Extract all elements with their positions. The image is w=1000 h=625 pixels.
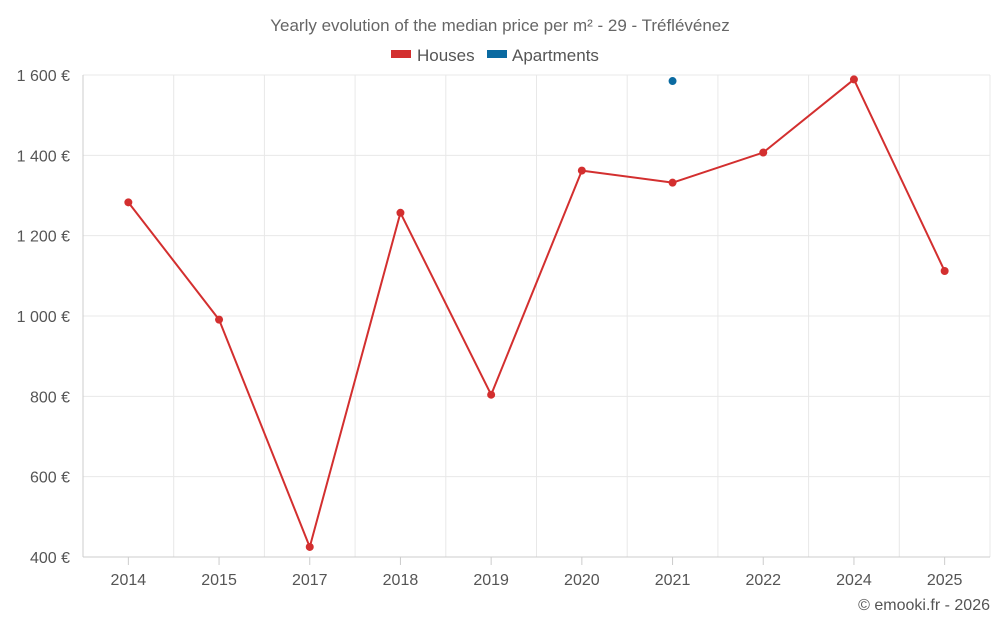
data-point-houses[interactable] <box>305 542 314 551</box>
x-tick-label: 2024 <box>836 572 872 589</box>
legend-swatch-houses <box>391 50 411 58</box>
data-point-houses[interactable] <box>577 166 586 175</box>
series <box>124 75 949 551</box>
legend-label-houses[interactable]: Houses <box>417 46 475 65</box>
x-tick-label: 2014 <box>111 572 147 589</box>
data-point-houses[interactable] <box>124 198 133 207</box>
y-tick-label: 400 € <box>30 550 70 567</box>
data-point-apartments[interactable] <box>668 77 677 86</box>
data-point-houses[interactable] <box>396 208 405 217</box>
x-tick-label: 2015 <box>201 572 237 589</box>
x-tick-label: 2019 <box>473 572 509 589</box>
y-tick-label: 1 200 € <box>17 229 70 246</box>
legend: Houses Apartments <box>391 46 599 65</box>
axes <box>82 75 990 565</box>
credit-text: © emooki.fr - 2026 <box>858 597 990 614</box>
tick-labels: 1 600 € 1 400 € 1 200 € 1 000 € 800 € 600 € 40… <box>17 68 963 589</box>
data-point-houses[interactable] <box>849 75 858 84</box>
series-line-houses <box>127 78 946 548</box>
data-point-houses[interactable] <box>668 178 677 187</box>
x-tick-label: 2022 <box>745 572 781 589</box>
x-tick-label: 2017 <box>292 572 328 589</box>
x-tick-label: 2025 <box>927 572 963 589</box>
legend-swatch-apartments <box>487 50 507 58</box>
y-tick-label: 1 400 € <box>17 148 70 165</box>
x-tick-label: 2021 <box>655 572 691 589</box>
x-tick-label: 2018 <box>383 572 419 589</box>
data-point-houses[interactable] <box>940 267 949 276</box>
chart-title: Yearly evolution of the median price per… <box>270 16 730 35</box>
data-point-houses[interactable] <box>215 315 224 324</box>
y-tick-label: 1 600 € <box>17 68 70 85</box>
y-tick-label: 600 € <box>30 470 70 487</box>
y-tick-label: 800 € <box>30 389 70 406</box>
y-tick-label: 1 000 € <box>17 309 70 326</box>
x-tick-label: 2020 <box>564 572 600 589</box>
data-point-houses[interactable] <box>759 148 768 157</box>
legend-label-apartments[interactable]: Apartments <box>512 46 599 65</box>
data-point-houses[interactable] <box>487 390 496 399</box>
